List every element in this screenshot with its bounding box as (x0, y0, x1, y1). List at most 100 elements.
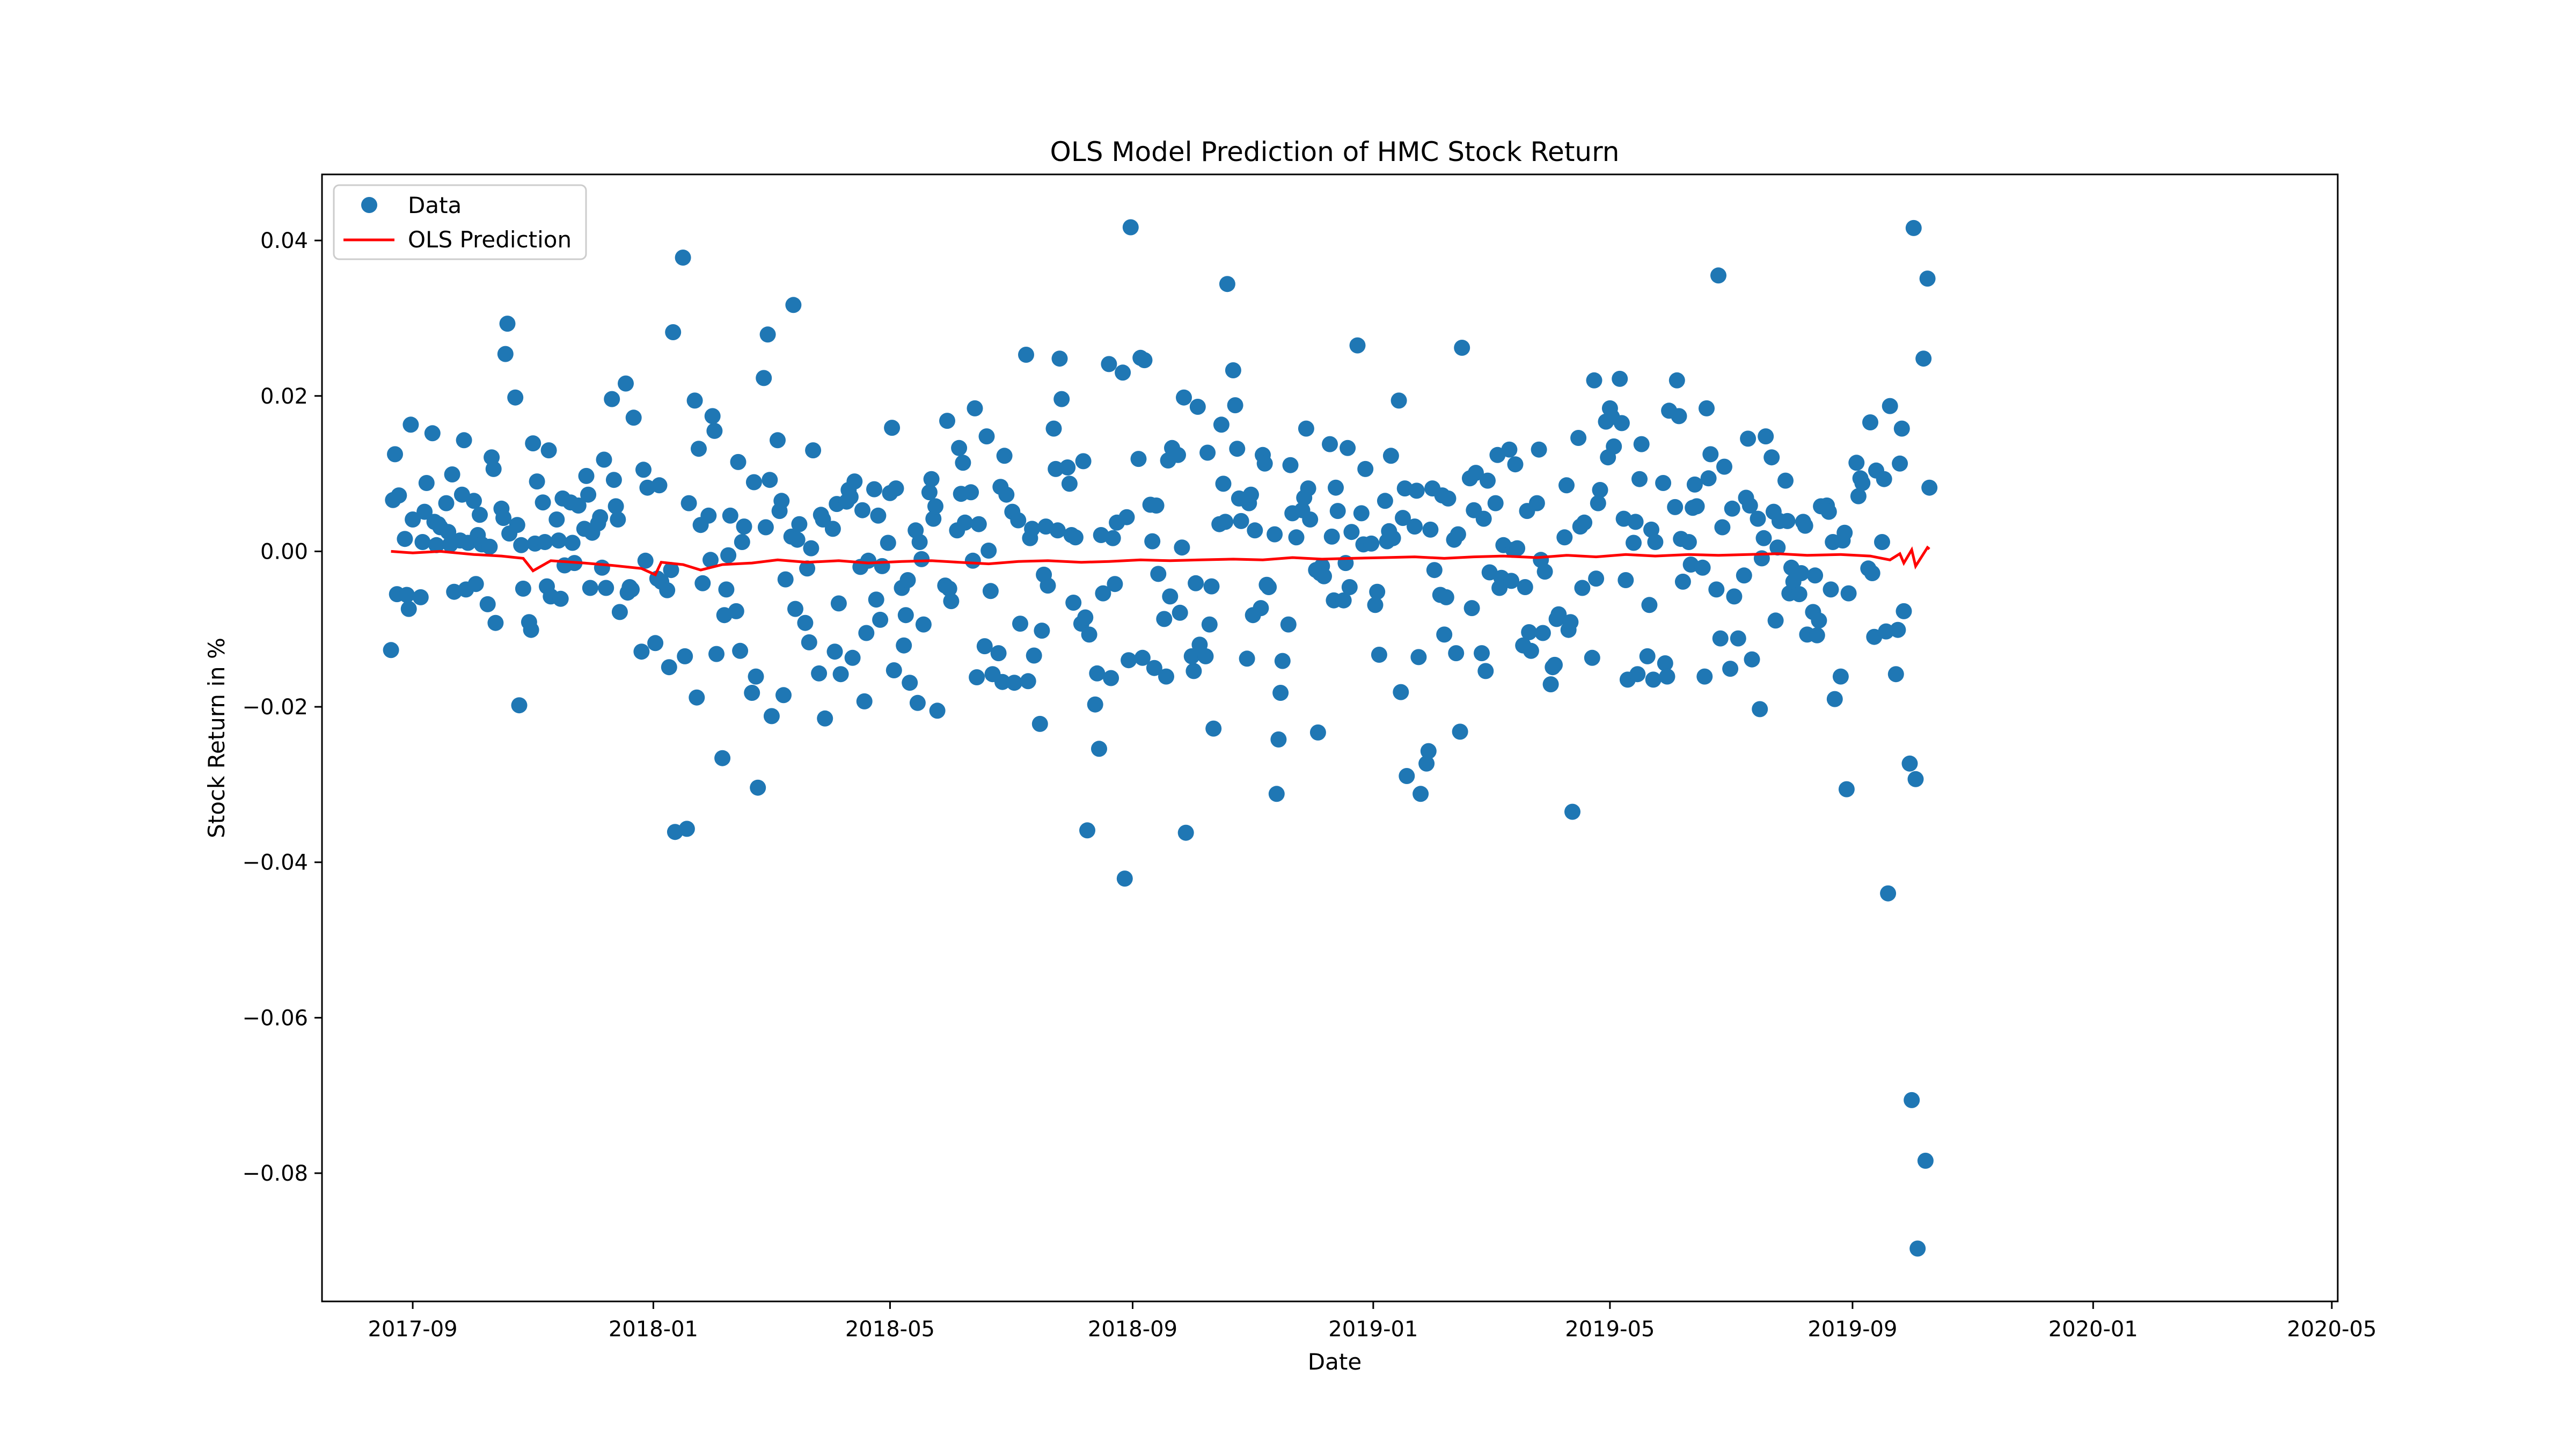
data-point (1708, 581, 1725, 598)
data-point (1588, 570, 1605, 587)
data-point (1592, 482, 1608, 498)
data-point (1475, 510, 1492, 527)
data-point (1791, 586, 1807, 603)
data-point (1631, 471, 1648, 487)
data-point (1503, 573, 1520, 589)
data-point (1477, 663, 1494, 679)
data-point (624, 581, 640, 598)
data-point (830, 595, 847, 612)
data-point (611, 604, 628, 620)
data-point (1680, 534, 1697, 550)
data-point (1170, 447, 1186, 463)
data-point (789, 531, 806, 548)
data-point (1450, 526, 1466, 543)
data-point (860, 552, 876, 569)
data-point (1048, 460, 1064, 477)
data-point (1864, 565, 1880, 581)
data-point (1382, 448, 1399, 464)
data-point (748, 668, 764, 685)
legend-line-label: OLS Prediction (408, 226, 572, 253)
data-point (1075, 453, 1092, 470)
data-point (1674, 573, 1691, 590)
data-point (1280, 616, 1297, 633)
data-point (1769, 539, 1786, 556)
data-point (1091, 741, 1107, 757)
data-point (418, 475, 435, 491)
data-point (618, 375, 634, 392)
data-point (1862, 414, 1878, 430)
data-point (1393, 684, 1409, 700)
plot-frame (321, 173, 2339, 1302)
legend-box (333, 184, 587, 260)
data-point (868, 591, 884, 608)
data-point (775, 687, 792, 704)
y-tick-label: 0.02 (260, 384, 308, 409)
data-point (1440, 490, 1457, 507)
plot-area (321, 173, 2339, 1302)
data-point (1323, 528, 1340, 545)
y-tick-label: −0.02 (242, 695, 308, 720)
data-point (1905, 219, 1922, 236)
data-point (509, 517, 525, 533)
data-point (799, 560, 816, 577)
data-point (929, 702, 946, 719)
data-point (805, 442, 822, 459)
data-point (1722, 661, 1739, 677)
data-point (785, 297, 802, 313)
data-point (744, 685, 760, 701)
data-point (1809, 627, 1825, 643)
data-point (874, 558, 890, 574)
data-point (1328, 479, 1344, 496)
data-point (1901, 755, 1918, 772)
data-point (1696, 668, 1713, 685)
data-point (1436, 626, 1453, 643)
data-point (1213, 416, 1230, 433)
legend-data-label: Data (408, 192, 462, 218)
data-point (1089, 665, 1106, 682)
data-point (1081, 626, 1097, 643)
data-point (1854, 475, 1871, 491)
data-point (1040, 577, 1056, 594)
data-point (915, 616, 932, 633)
data-point (438, 495, 455, 511)
data-point (803, 540, 819, 557)
data-point (1407, 518, 1423, 535)
data-point (777, 571, 794, 588)
data-point (1020, 673, 1036, 690)
data-point (728, 603, 744, 619)
data-point (1104, 530, 1121, 546)
data-point (1422, 521, 1439, 538)
data-point (1363, 535, 1380, 552)
data-point (1584, 649, 1600, 666)
data-point (675, 250, 691, 266)
data-point (736, 518, 752, 535)
data-point (1659, 668, 1675, 685)
data-point (1335, 592, 1352, 609)
data-point (513, 537, 530, 553)
data-point (787, 601, 803, 617)
data-point (485, 460, 502, 477)
data-point (1395, 510, 1411, 526)
data-point (453, 486, 470, 503)
data-point (1067, 529, 1084, 546)
data-point (1095, 585, 1111, 602)
data-point (1917, 1152, 1934, 1169)
data-point (1740, 430, 1757, 447)
x-tick-label: 2019-05 (1565, 1317, 1655, 1342)
data-point (1880, 885, 1897, 902)
data-point (1079, 822, 1095, 839)
data-point (854, 502, 870, 518)
data-point (978, 428, 995, 445)
data-point (1130, 451, 1147, 467)
data-point (1564, 803, 1580, 820)
x-tick-label: 2020-01 (2048, 1317, 2138, 1342)
data-point (1752, 701, 1768, 718)
data-point (1162, 588, 1179, 605)
data-point (1726, 588, 1743, 605)
data-point (1026, 647, 1042, 664)
y-tick-label: −0.06 (242, 1006, 308, 1030)
data-point (1006, 675, 1022, 691)
data-point (659, 582, 676, 598)
data-point (801, 634, 817, 650)
data-point (1667, 499, 1684, 515)
